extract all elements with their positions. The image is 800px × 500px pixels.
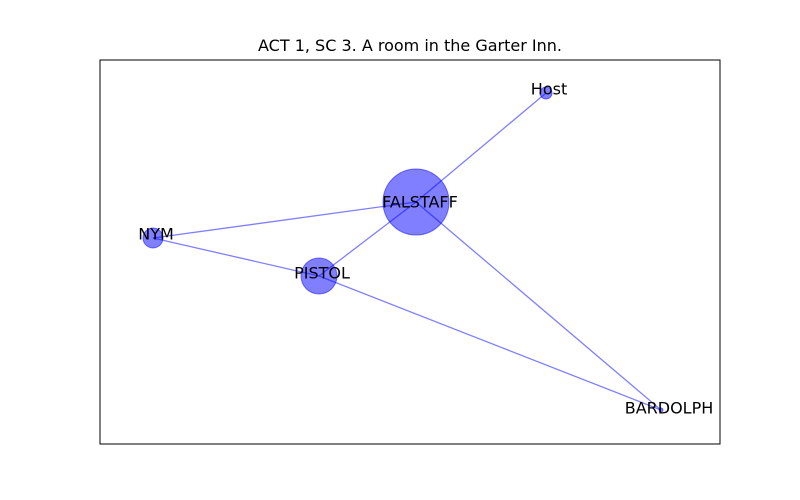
node-label-nym: NYM — [138, 225, 174, 244]
node-bardolph — [658, 407, 664, 413]
node-nym — [142, 227, 164, 249]
edge-nym-pistol — [152, 237, 320, 277]
node-label-falstaff: FALSTAFF — [382, 193, 458, 212]
edge-falstaff-nym — [152, 201, 417, 239]
node-label-bardolph: BARDOLPH — [625, 399, 714, 418]
plot-frame — [99, 59, 721, 445]
edge-falstaff-bardolph — [415, 201, 662, 411]
node-layer — [142, 86, 664, 413]
node-host — [539, 86, 553, 100]
edge-pistol-bardolph — [318, 275, 662, 411]
node-label-pistol: PISTOL — [294, 264, 350, 283]
node-label-host: Host — [531, 80, 567, 99]
node-pistol — [300, 257, 338, 295]
chart-title: ACT 1, SC 3. A room in the Garter Inn. — [258, 36, 562, 55]
label-layer: FALSTAFF Host NYM PISTOL BARDOLPH — [138, 80, 713, 418]
edge-layer — [152, 92, 662, 411]
node-falstaff — [382, 168, 450, 236]
